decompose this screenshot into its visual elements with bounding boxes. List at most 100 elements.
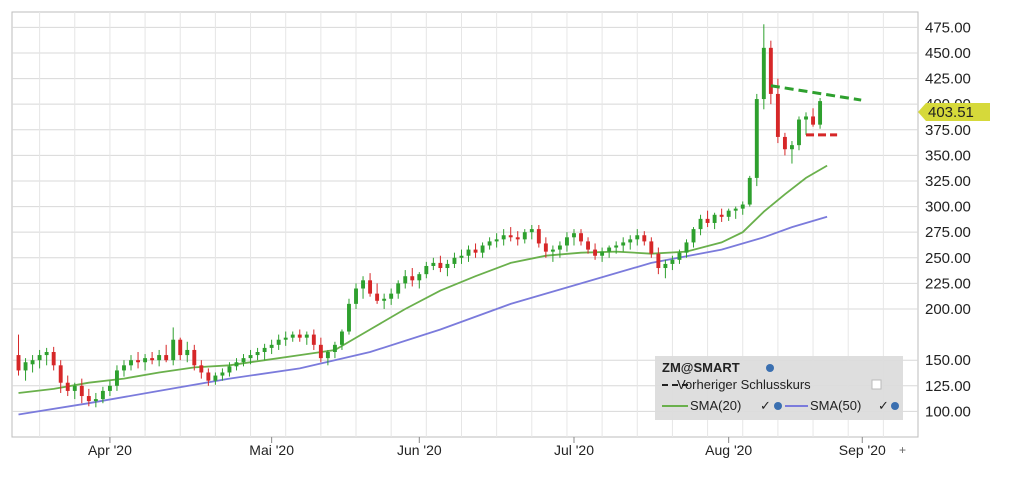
candle-body <box>438 262 443 269</box>
candle-body <box>199 365 204 373</box>
candle-body <box>325 352 330 359</box>
x-axis: Apr '20 Mai '20 Jun '20 Jul '20 Aug '20 Sep '… <box>88 437 886 458</box>
candle-body <box>480 245 485 253</box>
candle-body <box>719 214 724 217</box>
legend-sma50: SMA(50) <box>810 398 861 413</box>
candle-body <box>536 229 541 244</box>
candle-body <box>642 235 647 242</box>
candle-body <box>389 293 394 299</box>
sma20-line <box>18 164 828 394</box>
candle-body <box>782 136 787 150</box>
candle-body <box>283 337 288 340</box>
candle-body <box>508 235 513 238</box>
candle-body <box>768 47 773 94</box>
candle-body <box>459 255 464 258</box>
candle-body <box>754 99 759 178</box>
y-tick-label: 425.00 <box>925 71 971 88</box>
candle-body <box>529 229 534 233</box>
candle-body <box>733 208 738 211</box>
candle-body <box>234 362 239 367</box>
candle-body <box>487 241 492 246</box>
y-tick-label: 300.00 <box>925 199 971 216</box>
candle-body <box>811 116 815 125</box>
grid-layer <box>11 11 919 438</box>
candle-body <box>206 372 211 381</box>
candles-layer <box>16 24 823 408</box>
y-tick-label: 325.00 <box>925 173 971 190</box>
candle-body <box>241 358 246 363</box>
y-tick-label: 200.00 <box>925 301 971 318</box>
candle-body <box>663 263 668 269</box>
candle-body <box>178 339 183 356</box>
candle-body <box>16 355 21 371</box>
candle-body <box>614 245 619 248</box>
y-tick-label: 350.00 <box>925 147 971 164</box>
candle-body <box>445 263 450 269</box>
sma50-check-icon[interactable]: ✓ <box>878 398 889 413</box>
legend-title: ZM@SMART <box>662 360 740 375</box>
candle-body <box>403 276 408 284</box>
candle-body <box>698 218 703 230</box>
candle-body <box>297 334 302 338</box>
prev-close-toggle[interactable] <box>871 379 882 390</box>
candle-body <box>213 375 218 381</box>
candle-body <box>515 237 520 240</box>
candle-body <box>677 252 682 260</box>
current-price-badge: 403.51 <box>918 103 990 121</box>
y-tick-label: 250.00 <box>925 250 971 267</box>
candle-body <box>157 355 162 361</box>
candle-body <box>51 352 56 366</box>
candle-body <box>775 93 780 137</box>
sma20-check-icon[interactable]: ✓ <box>760 398 771 413</box>
y-tick-label: 225.00 <box>925 275 971 292</box>
price-badge-shape <box>918 103 990 121</box>
candle-body <box>93 399 98 402</box>
overlay-layer <box>770 84 862 137</box>
x-tick-label: Jul '20 <box>554 442 594 458</box>
plot-frame <box>11 11 919 438</box>
candle-body <box>684 242 689 253</box>
candle-body <box>656 253 661 269</box>
candle-body <box>473 249 478 253</box>
candle-body <box>65 382 70 391</box>
candle-body <box>129 360 133 366</box>
candle-body <box>347 303 351 332</box>
candle-body <box>192 349 197 366</box>
y-tick-label: 125.00 <box>925 378 971 395</box>
candle-body <box>340 331 344 345</box>
candle-body <box>290 334 295 338</box>
y-tick-label: 450.00 <box>925 45 971 62</box>
candle-body <box>100 390 105 400</box>
sma50-settings-icon[interactable] <box>891 402 899 410</box>
sma50-line <box>18 215 828 416</box>
candle-body <box>818 101 823 125</box>
candle-body <box>712 214 717 223</box>
candle-body <box>396 283 401 294</box>
candle-body <box>543 243 548 252</box>
y-tick-label: 475.00 <box>925 19 971 36</box>
candle-body <box>607 247 612 252</box>
legend-prev-close: Vorheriger Schlusskurs <box>677 377 811 392</box>
candle-body <box>368 280 373 294</box>
legend-box: ZM@SMART Vorheriger Schlusskurs SMA(20) … <box>655 356 903 420</box>
scroll-right-icon[interactable]: + <box>899 443 906 457</box>
candle-body <box>58 365 63 383</box>
candle-body <box>797 119 801 146</box>
legend-settings-icon[interactable] <box>766 364 774 372</box>
candle-body <box>262 347 267 352</box>
x-tick-label: Apr '20 <box>88 442 132 458</box>
candle-body <box>332 344 337 352</box>
x-tick-label: Mai '20 <box>249 442 294 458</box>
sma20-settings-icon[interactable] <box>774 402 782 410</box>
candle-body <box>466 249 471 256</box>
candle-body <box>220 372 225 376</box>
candle-body <box>30 360 35 365</box>
candle-body <box>761 47 766 100</box>
y-tick-label: 100.00 <box>925 403 971 420</box>
candle-body <box>361 280 365 289</box>
candle-body <box>628 239 633 243</box>
candle-body <box>79 385 84 397</box>
candle-body <box>248 355 253 359</box>
